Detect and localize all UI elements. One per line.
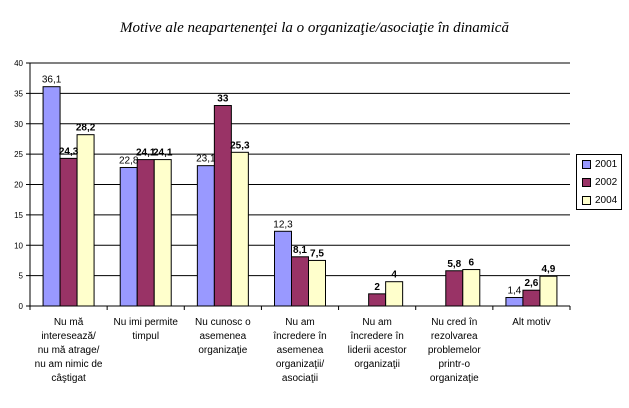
x-category-label-line: Nu am	[285, 317, 315, 328]
x-category-label-line: organizaţii	[354, 359, 400, 370]
y-tick-label: 10	[14, 241, 23, 250]
x-category-label-line: organizaţie	[198, 345, 248, 356]
legend: 2001 2002 2004	[576, 154, 622, 210]
data-labels: 36,124,328,222,824,124,123,13325,312,38,…	[42, 75, 556, 297]
data-label: 4	[391, 270, 397, 281]
x-category-label-line: organizaţie	[429, 373, 479, 384]
bars	[42, 86, 558, 307]
data-label: 7,5	[310, 248, 324, 259]
x-category-label: Nu mă interesează/nu mă atrage/nu am nimi…	[30, 316, 108, 386]
legend-swatch-2002	[582, 177, 591, 187]
legend-item-2004: 2004	[582, 193, 617, 207]
x-category-label-line: asemenea	[276, 345, 324, 356]
x-category-label: Nu am încredere în asemenea organizaţii/aso…	[261, 316, 339, 386]
bar-2004	[153, 159, 172, 307]
y-tick-label: 30	[14, 120, 23, 129]
data-label: 23,1	[196, 154, 216, 165]
x-category-label-line: nu am nimic de	[34, 359, 103, 370]
bar-2004	[308, 259, 326, 307]
data-label: 24,3	[59, 146, 79, 157]
x-category-label-line: Alt motiv	[512, 317, 551, 328]
data-label: 28,2	[76, 123, 96, 134]
bar-2002	[522, 289, 541, 307]
data-label: 2,6	[524, 278, 538, 289]
chart-title: Motive ale neapartenenţei la o organizaţ…	[120, 20, 509, 36]
x-category-label-line: printr-o	[438, 359, 471, 370]
x-category-label-line: Nu mă	[53, 317, 84, 328]
data-label: 24,1	[136, 148, 156, 159]
bar-2004	[76, 134, 95, 307]
bar-2002	[368, 293, 387, 307]
x-category-label: Nu am încredere în liderii acestor organiza…	[338, 316, 416, 372]
x-category-label-line: Nu imi permite	[113, 317, 178, 328]
x-category-label-line: Nu cred în	[431, 317, 478, 328]
legend-label-2002: 2002	[595, 176, 618, 188]
y-tick-label: 40	[14, 59, 23, 68]
bar-2001	[196, 165, 215, 307]
data-label: 1,4	[507, 285, 521, 296]
bar-2001	[42, 86, 61, 307]
data-label: 36,1	[42, 75, 62, 86]
data-label: 33	[217, 94, 229, 105]
data-label: 25,3	[230, 140, 250, 151]
bar-2004	[230, 151, 249, 307]
bar-2004	[385, 281, 404, 307]
y-tick-label: 35	[14, 89, 23, 98]
bar-2002	[59, 157, 78, 307]
data-label: 8,1	[293, 245, 307, 256]
x-category-label-line: organizaţii/	[275, 359, 325, 370]
bar-2002	[291, 256, 309, 307]
x-category-label-line: rezolvarea	[430, 331, 478, 342]
bar-2002	[445, 270, 464, 307]
y-tick-label: 5	[19, 272, 24, 281]
y-tick-label: 25	[14, 150, 23, 159]
x-category-label-line: problemelor	[427, 345, 481, 356]
x-category-label-line: Nu am	[362, 317, 392, 328]
y-tick-label: 20	[14, 181, 23, 190]
legend-label-2001: 2001	[595, 158, 618, 170]
legend-item-2001: 2001	[582, 157, 617, 171]
x-category-label: Nu cunosc o asemenea organizaţie	[184, 316, 262, 358]
x-category-label-line: interesează/	[41, 331, 96, 342]
data-label: 24,1	[153, 148, 173, 159]
y-tick-label: 0	[19, 302, 24, 311]
legend-label-2004: 2004	[595, 194, 618, 206]
x-category-label-line: timpul	[132, 331, 160, 342]
data-label: 4,9	[541, 264, 555, 275]
x-category-label-line: liderii acestor	[347, 345, 407, 356]
x-category-label-line: încredere în	[350, 331, 404, 342]
bar-2001	[119, 166, 138, 307]
x-category-label-line: câştigat	[51, 373, 86, 384]
x-category-label-line: Nu cunosc o	[195, 317, 251, 328]
x-category-label: Nu imi permite timpul	[107, 316, 185, 344]
x-category-label: Alt motiv	[492, 316, 570, 330]
x-category-label: Nu cred în rezolvarea problemelor printr-o o…	[415, 316, 493, 386]
y-tick-label: 15	[14, 211, 23, 220]
gridlines	[30, 62, 570, 277]
legend-swatch-2004	[582, 195, 591, 205]
x-category-label-line: asociaţii	[281, 373, 319, 384]
data-label: 6	[469, 258, 475, 269]
data-label: 5,8	[447, 259, 461, 270]
legend-swatch-2001	[582, 159, 591, 169]
data-label: 22,8	[119, 155, 139, 166]
legend-item-2002: 2002	[582, 175, 617, 189]
x-category-label-line: încredere în	[273, 331, 327, 342]
x-category-label-line: nu mă atrage/	[37, 345, 100, 356]
data-label: 2	[374, 282, 380, 293]
bar-2002	[136, 159, 155, 307]
bar-2001	[274, 230, 292, 307]
data-label: 12,3	[273, 219, 293, 230]
bar-2001	[505, 296, 524, 307]
bar-2002	[213, 105, 232, 307]
axes: 0 5 10 15 20 25 30 35 40	[14, 59, 571, 311]
bar-2004	[462, 269, 481, 307]
bar-2004	[539, 275, 558, 307]
x-category-label-line: asemenea	[199, 331, 247, 342]
